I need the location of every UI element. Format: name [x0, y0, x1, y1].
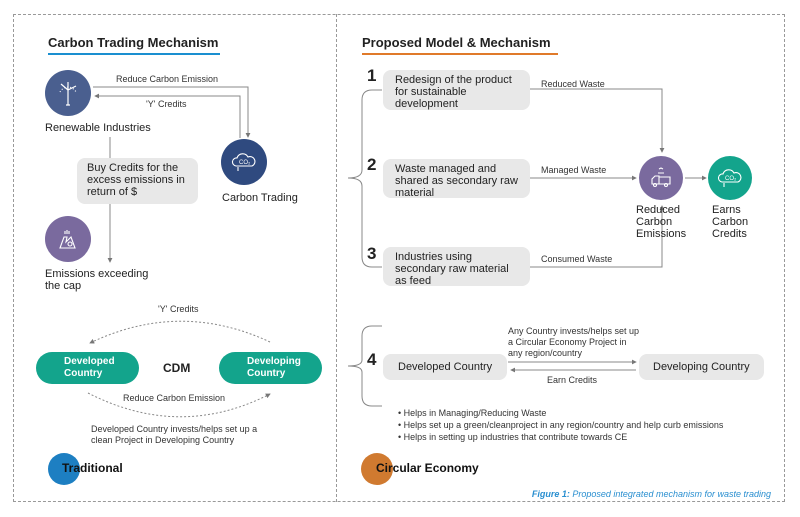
traditional-badge: Traditional	[62, 461, 123, 475]
consumed-waste-arrow	[530, 205, 665, 268]
brace-4	[347, 325, 382, 407]
buy-credits-box: Buy Credits for the excess emissions in …	[77, 158, 198, 204]
brace-1-3	[347, 89, 382, 268]
figure-frame	[13, 14, 785, 502]
traditional-badge-dot	[48, 453, 80, 485]
traditional-title: Carbon Trading Mechanism	[48, 35, 219, 50]
flow-label: Consumed Waste	[541, 254, 613, 264]
title-underline	[48, 53, 220, 55]
co2-cloud-icon: CO₂	[221, 139, 267, 185]
benefit-item: • Helps in setting up industries that co…	[398, 432, 628, 442]
circular-badge-dot	[361, 453, 393, 485]
flow-label: Reduced Waste	[541, 79, 605, 89]
reduce-emission-label: Reduce Carbon Emission	[116, 74, 219, 84]
earn-credits-label: Earn Credits	[547, 375, 598, 385]
step-box: Industries using secondary raw material …	[383, 247, 530, 287]
credits-arrow	[94, 93, 241, 138]
reduced-emissions-label: Reduced Carbon Emissions	[636, 204, 687, 240]
renewable-label: Renewable Industries	[45, 122, 151, 134]
wind-turbine-icon	[45, 70, 91, 116]
cdm-note: Developed Country invests/helps set up a…	[91, 424, 258, 445]
cdm-reduce-label: Reduce Carbon Emission	[123, 393, 226, 403]
cdm-credits-label: 'Y' Credits	[158, 304, 199, 314]
step-number: 1	[367, 66, 377, 85]
panel-divider	[336, 14, 337, 502]
factory-emission-icon	[45, 216, 91, 262]
developing-country-box: Developing Country	[639, 354, 764, 380]
cdm-label: CDM	[163, 361, 191, 375]
svg-text:CO₂: CO₂	[725, 176, 737, 182]
cdm-reduce-arc	[87, 392, 271, 418]
step-box: Waste managed and shared as secondary ra…	[383, 159, 530, 199]
co2-cloud-icon: CO₂	[708, 156, 752, 200]
title-underline	[362, 53, 558, 55]
developed-country-box: Developed Country	[383, 354, 507, 380]
step-number: 2	[367, 155, 377, 174]
circular-title: Proposed Model & Mechanism	[362, 35, 551, 50]
reduce-emission-arrow	[93, 86, 251, 138]
earns-credits-label: Earns Carbon Credits	[712, 204, 749, 240]
emissions-label: Emissions exceeding the cap	[45, 268, 149, 292]
developing-country-pill: Developing Country	[219, 352, 322, 384]
reduced-waste-arrow	[530, 88, 665, 153]
cdm-credits-arc	[89, 320, 271, 344]
recycle-truck-icon	[639, 156, 683, 200]
step-number: 4	[367, 350, 377, 369]
step-number: 3	[367, 244, 377, 263]
circular-badge: Circular Economy	[376, 461, 479, 475]
benefit-list: • Helps in Managing/Reducing Waste • Hel…	[398, 407, 723, 443]
carbon-trading-label: Carbon Trading	[222, 192, 298, 204]
flow-label: Managed Waste	[541, 165, 607, 175]
step-box: Redesign of the product for sustainable …	[383, 70, 530, 110]
figure-caption: Figure 1: Proposed integrated mechanism …	[531, 489, 771, 499]
credits-label: 'Y' Credits	[146, 99, 187, 109]
benefit-item: • Helps in Managing/Reducing Waste	[398, 408, 547, 418]
invest-label: Any Country invests/helps set up a Circu…	[508, 326, 640, 358]
benefit-item: • Helps set up a green/cleanproject in a…	[398, 420, 724, 430]
developed-country-pill: Developed Country	[36, 352, 139, 384]
svg-text:CO₂: CO₂	[239, 160, 251, 166]
